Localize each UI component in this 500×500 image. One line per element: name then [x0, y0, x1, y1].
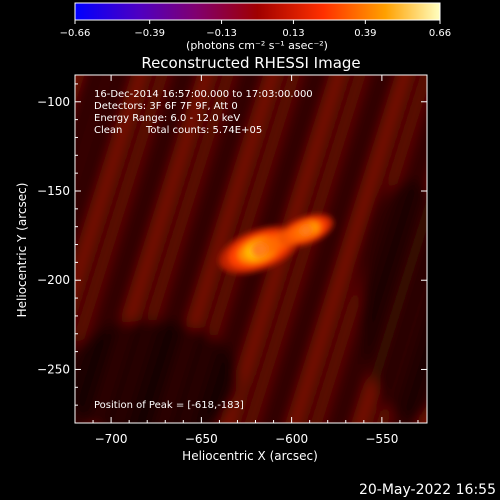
heatmap-streak — [0, 60, 63, 440]
info-energy-range: Energy Range: 6.0 - 12.0 keV — [94, 113, 240, 124]
footer-date: 20-May-2022 16:55 — [359, 482, 496, 498]
peak-position-label: Position of Peak = [-618,-183] — [94, 400, 244, 411]
x-tick-label: −650 — [185, 432, 218, 446]
heatmap-streak — [438, 60, 500, 440]
x-tick-label: −550 — [365, 432, 398, 446]
info-time-range: 16-Dec-2014 16:57:00.000 to 17:03:00.000 — [94, 89, 313, 100]
colorbar-tick-label: 0.66 — [429, 28, 451, 39]
colorbar-tick-label: −0.66 — [60, 28, 91, 39]
y-tick-label: −150 — [37, 184, 70, 198]
info-clean: Clean — [94, 125, 122, 136]
colorbar-tick-label: 0.39 — [354, 28, 376, 39]
y-axis-label: Heliocentric Y (arcsec) — [15, 183, 29, 318]
x-tick-label: −600 — [275, 432, 308, 446]
colorbar-units-label: (photons cm⁻² s⁻¹ asec⁻²) — [186, 39, 328, 52]
heatmap-streak — [245, 75, 367, 423]
heatmap-streak — [75, 75, 169, 371]
heatmap-dark-region — [360, 180, 427, 420]
chart-title: Reconstructed RHESSI Image — [141, 54, 360, 72]
x-tick-label: −700 — [95, 432, 128, 446]
info-detectors: Detectors: 3F 6F 7F 9F, Att 0 — [94, 101, 238, 112]
colorbar-tick-label: −0.39 — [134, 28, 165, 39]
colorbar-tick-label: −0.13 — [206, 28, 237, 39]
heatmap-dark-region — [75, 320, 240, 423]
heatmap-image — [0, 60, 500, 440]
y-tick-label: −100 — [37, 95, 70, 109]
heatmap-streak — [75, 75, 125, 231]
x-axis-label: Heliocentric X (arcsec) — [182, 449, 318, 463]
heatmap-streak — [75, 75, 81, 92]
heatmap-streak — [289, 75, 411, 423]
y-tick-label: −200 — [37, 273, 70, 287]
plot-frame — [74, 74, 428, 424]
heatmap-streak — [267, 75, 389, 423]
heatmap-streak — [482, 60, 500, 440]
colorbar — [74, 2, 441, 21]
y-tick-label: −250 — [37, 362, 70, 376]
heatmap-streak — [75, 75, 147, 301]
heatmap-streak — [421, 405, 427, 423]
info-total-counts: Total counts: 5.74E+05 — [145, 125, 262, 136]
heatmap-streak — [75, 75, 103, 162]
colorbar-ticks: −0.66 −0.39 −0.13 0.13 0.39 0.66 — [60, 20, 451, 39]
source-bridge — [251, 222, 315, 258]
colorbar-tick-label: 0.13 — [282, 28, 304, 39]
heatmap-streak — [460, 60, 500, 440]
axis-ticks: −700 −650 −600 −550 −100 −150 −200 −250 — [37, 75, 427, 446]
